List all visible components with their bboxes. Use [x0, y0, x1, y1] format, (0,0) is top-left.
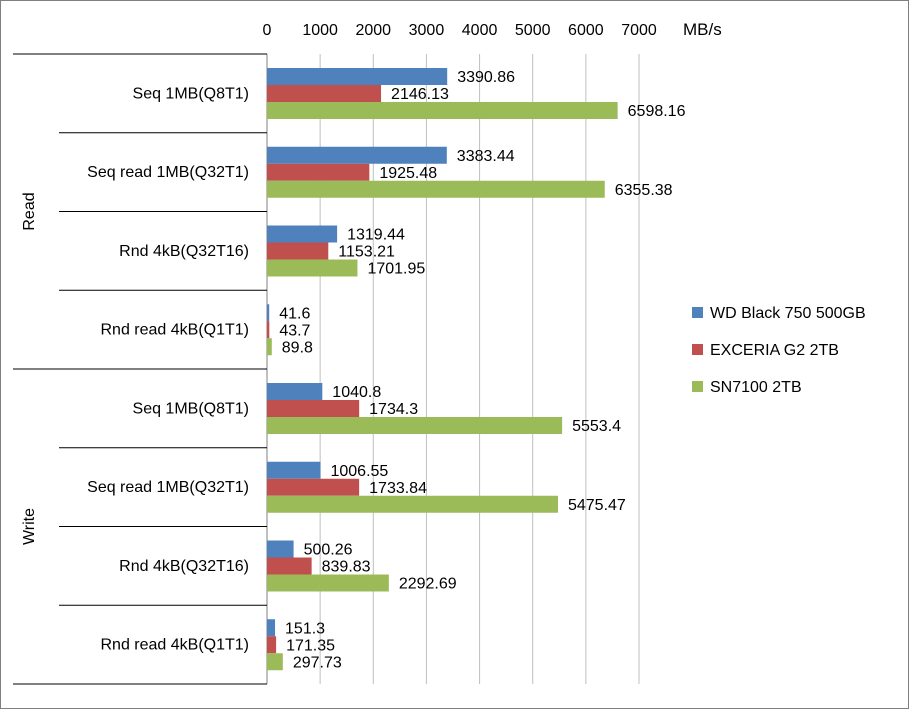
- tick-label: 6000: [568, 22, 604, 39]
- bar: [267, 574, 389, 592]
- data-label: 2292.69: [399, 576, 457, 593]
- category-labels: Seq 1MB(Q8T1) Seq read 1MB(Q32T1) Rnd 4kB(…: [87, 85, 249, 653]
- data-label: 2146.13: [391, 86, 449, 103]
- legend-label: EXCERIA G2 2TB: [710, 342, 839, 359]
- data-label: 151.3: [285, 620, 325, 637]
- bar: [267, 383, 323, 400]
- bar: [267, 242, 329, 260]
- bar: [267, 225, 338, 243]
- bar: [267, 102, 618, 119]
- data-label: 5553.4: [572, 418, 621, 435]
- category-label: Rnd 4kB(Q32T16): [119, 558, 249, 575]
- data-label: 1734.3: [369, 401, 418, 418]
- bar: [267, 619, 276, 637]
- tick-label: 2000: [355, 22, 391, 39]
- data-label: 41.6: [279, 305, 310, 322]
- bar: [267, 417, 563, 434]
- bar: [267, 338, 272, 356]
- data-label: 1701.95: [367, 261, 425, 278]
- tick-label: 0: [263, 22, 272, 39]
- tick-label: 4000: [462, 22, 498, 39]
- legend-label: WD Black 750 500GB: [710, 305, 866, 322]
- legend-label: SN7100 2TB: [710, 379, 802, 396]
- data-labels: 3390.86 2146.13 6598.16 3383.44 1925.48 6355.…: [279, 69, 685, 671]
- category-label: Rnd read 4kB(Q1T1): [100, 322, 249, 339]
- data-label: 43.7: [279, 322, 310, 339]
- group-labels: Read Write: [21, 192, 38, 545]
- bar: [267, 557, 312, 575]
- data-label: 5475.47: [568, 497, 626, 514]
- bar: [267, 180, 605, 198]
- bar: [267, 146, 447, 164]
- legend-swatch: [692, 344, 703, 355]
- category-label: Seq read 1MB(Q32T1): [87, 164, 249, 181]
- legend-swatch: [692, 381, 703, 392]
- data-label: 500.26: [304, 542, 353, 559]
- data-label: 6598.16: [628, 103, 686, 120]
- category-label: Seq 1MB(Q8T1): [133, 85, 249, 102]
- data-label: 1733.84: [369, 480, 427, 497]
- data-label: 6355.38: [615, 182, 673, 199]
- category-label: Seq read 1MB(Q32T1): [87, 479, 249, 496]
- bar: [267, 478, 360, 496]
- tick-label: 1000: [302, 22, 338, 39]
- group-label: Read: [21, 192, 38, 230]
- bar: [267, 636, 277, 654]
- tick-labels: 0 1000 2000 3000 4000 5000 6000 7000: [263, 22, 657, 39]
- bar: [267, 259, 358, 277]
- bar: [267, 400, 360, 417]
- data-label: 171.35: [286, 637, 335, 654]
- bar: [267, 85, 382, 102]
- data-label: 3383.44: [457, 148, 515, 165]
- tick-label: 3000: [409, 22, 445, 39]
- legend-swatch: [692, 307, 703, 318]
- tick-label: 7000: [621, 22, 657, 39]
- category-label: Seq 1MB(Q8T1): [133, 400, 249, 417]
- data-label: 1319.44: [347, 227, 405, 244]
- data-label: 1925.48: [379, 165, 437, 182]
- bar: [267, 540, 294, 558]
- bar: [267, 653, 283, 671]
- bar: [267, 163, 370, 181]
- data-label: 1006.55: [330, 463, 388, 480]
- category-label: Rnd 4kB(Q32T16): [119, 243, 249, 260]
- legend: WD Black 750 500GB EXCERIA G2 2TB SN7100 2…: [692, 305, 866, 396]
- bars: [267, 68, 618, 671]
- unit-label: MB/s: [683, 20, 722, 39]
- data-label: 297.73: [293, 654, 342, 671]
- data-label: 3390.86: [457, 69, 515, 86]
- bar: [267, 304, 270, 322]
- data-label: 89.8: [282, 339, 313, 356]
- bar: [267, 321, 270, 339]
- axes: [13, 53, 268, 685]
- tick-label: 5000: [515, 22, 551, 39]
- category-label: Rnd read 4kB(Q1T1): [100, 637, 249, 654]
- group-label: Write: [21, 508, 38, 545]
- data-label: 1040.8: [332, 384, 381, 401]
- bar: [267, 68, 448, 85]
- data-label: 1153.21: [338, 244, 395, 261]
- bar: [267, 495, 558, 513]
- data-label: 839.83: [322, 559, 371, 576]
- bar: [267, 461, 321, 479]
